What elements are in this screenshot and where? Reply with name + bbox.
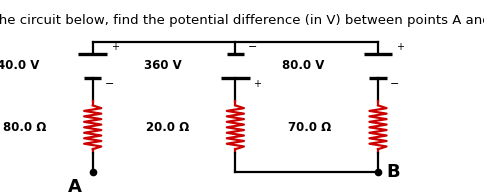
Text: +: + [395, 42, 403, 52]
Text: 80.0 V: 80.0 V [282, 59, 324, 72]
Text: 360 V: 360 V [144, 59, 182, 72]
Text: −: − [247, 42, 257, 52]
Text: In the circuit below, find the potential difference (in V) between points A and : In the circuit below, find the potential… [0, 14, 484, 27]
Text: 20.0 Ω: 20.0 Ω [146, 121, 189, 134]
Text: −: − [389, 80, 399, 90]
Text: A: A [68, 178, 82, 196]
Text: +: + [253, 80, 261, 90]
Text: 70.0 Ω: 70.0 Ω [288, 121, 331, 134]
Text: B: B [386, 163, 399, 181]
Text: 80.0 Ω: 80.0 Ω [3, 121, 46, 134]
Text: +: + [110, 42, 118, 52]
Text: 40.0 V: 40.0 V [0, 59, 39, 72]
Text: −: − [105, 80, 114, 90]
